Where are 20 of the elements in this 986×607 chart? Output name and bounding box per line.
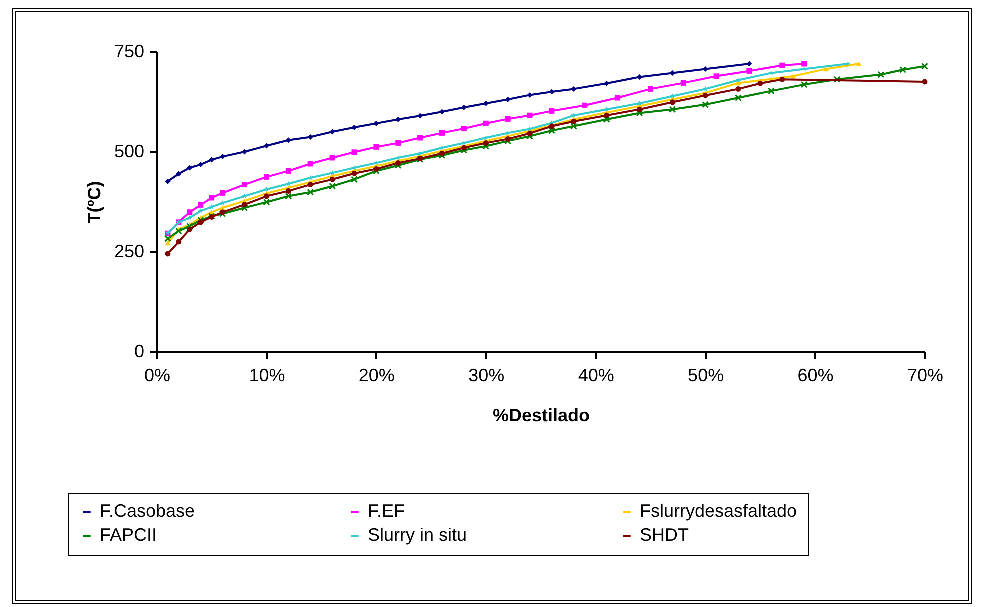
y-tick-label: 250 xyxy=(114,242,144,262)
x-tick-label: 10% xyxy=(249,366,286,386)
legend-label: Slurry in situ xyxy=(368,525,468,545)
x-tick-label: 60% xyxy=(798,366,834,386)
legend-label: F.EF xyxy=(368,501,406,521)
y-axis-title: T(ºC) xyxy=(84,181,104,224)
x-axis-title: %Destilado xyxy=(492,406,590,426)
y-tick-label: 750 xyxy=(114,42,144,62)
legend-label: FAPCII xyxy=(100,525,158,545)
legend-label: SHDT xyxy=(640,525,690,545)
y-tick-label: 0 xyxy=(134,342,144,362)
x-tick-label: 0% xyxy=(144,366,171,386)
y-tick-label: 500 xyxy=(114,142,144,162)
legend-label: Fslurrydesasfaltado xyxy=(640,501,798,521)
x-tick-label: 20% xyxy=(358,366,395,386)
x-tick-label: 40% xyxy=(578,366,614,386)
x-tick-label: 50% xyxy=(688,366,724,386)
x-tick-label: 70% xyxy=(907,366,944,386)
x-tick-label: 30% xyxy=(468,366,505,386)
legend-label: F.Casobase xyxy=(100,501,196,521)
